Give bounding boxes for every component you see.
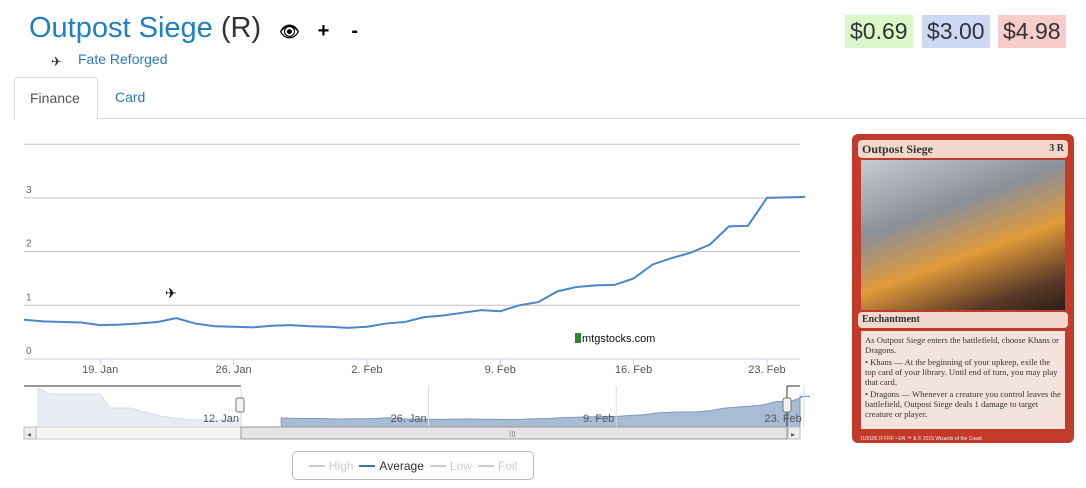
scrollbar-thumb[interactable]	[240, 426, 788, 440]
arrow-left-icon: ◂	[27, 430, 31, 439]
navigator-tick-label: 26. Jan	[391, 413, 427, 425]
minus-icon[interactable]: -	[351, 20, 358, 42]
eye-icon[interactable]: 👁	[279, 24, 300, 41]
set-symbol-marker: ✈	[165, 285, 177, 301]
tab-card[interactable]: Card	[115, 89, 146, 105]
watermark: mtgstocks.com	[582, 333, 655, 345]
card-name[interactable]: Outpost Siege	[29, 12, 213, 44]
tab-finance[interactable]: Finance	[14, 77, 98, 120]
x-tick-label: 19. Jan	[82, 364, 118, 376]
x-tick-label: 9. Feb	[485, 364, 516, 376]
legend-label: Foil	[497, 458, 518, 473]
card-type: Enchantment	[858, 312, 1068, 328]
card-rules-text: As Outpost Siege enters the battlefield,…	[861, 331, 1065, 429]
tab-bar: Finance Card	[14, 77, 1086, 120]
card-image-name: Outpost Siege	[862, 142, 934, 156]
legend-label: High	[328, 458, 354, 473]
price-avg: $3.00	[922, 15, 990, 48]
card-title: Outpost Siege (R) 👁 + -	[29, 12, 358, 45]
price-high: $4.98	[998, 15, 1066, 48]
series-average-line	[23, 195, 806, 329]
navigator[interactable]: 12. Jan 26. Jan 9. Feb 23. Feb	[24, 385, 810, 428]
rules-line: • Dragons — Whenever a creature you cont…	[865, 389, 1061, 419]
rarity: (R)	[220, 12, 262, 44]
mana-cost: 3 R	[1049, 143, 1064, 154]
set-link[interactable]: Fate Reforged	[78, 51, 168, 67]
legend-foil[interactable]: Foil	[477, 458, 518, 473]
x-tick-label: 23. Feb	[748, 364, 785, 376]
navigator-tick-label: 9. Feb	[583, 413, 614, 425]
mtgstocks-logo-icon	[575, 333, 581, 343]
rules-line: As Outpost Siege enters the battlefield,…	[865, 335, 1060, 355]
x-tick-label: 26. Jan	[216, 364, 252, 376]
legend-low[interactable]: Low	[429, 458, 472, 473]
chart-legend: High Average Low Foil	[292, 451, 534, 480]
set-symbol-icon: ✈	[51, 54, 62, 69]
legend-high[interactable]: High	[308, 458, 354, 473]
navigator-handle-right[interactable]	[782, 397, 792, 413]
y-tick-label: 3	[26, 185, 32, 196]
card-art	[861, 160, 1065, 310]
navigator-tick-label: 12. Jan	[203, 413, 239, 425]
navigator-handle-left[interactable]	[235, 397, 245, 413]
price-chart: 0 1 2 3 19. Jan 26. Jan 2. Feb 9. Feb 16. Feb 23…	[23, 143, 810, 440]
card-footer: 110/185 R FRF • EN ™ & © 2015 Wizards of…	[860, 436, 982, 442]
navigator-tick-label: 23. Feb	[764, 413, 801, 425]
x-tick-label: 16. Feb	[615, 364, 652, 376]
legend-average[interactable]: Average	[359, 458, 424, 473]
y-tick-label: 0	[26, 346, 32, 357]
price-low: $0.69	[845, 15, 913, 48]
legend-label: Low	[449, 458, 472, 473]
scroll-right-button[interactable]	[787, 426, 801, 440]
x-tick-label: 2. Feb	[351, 364, 382, 376]
plus-icon[interactable]: +	[317, 20, 330, 42]
arrow-right-icon: ▸	[791, 430, 795, 439]
scroll-left-button[interactable]	[23, 426, 37, 440]
card-image: Outpost Siege 3 R Enchantment As Outpost …	[852, 134, 1074, 443]
grip-icon: III	[509, 430, 516, 439]
y-tick-label: 2	[26, 239, 32, 250]
legend-label: Average	[379, 458, 424, 473]
rules-line: • Khans — At the beginning of your upkee…	[865, 357, 1058, 387]
y-tick-label: 1	[26, 292, 32, 303]
